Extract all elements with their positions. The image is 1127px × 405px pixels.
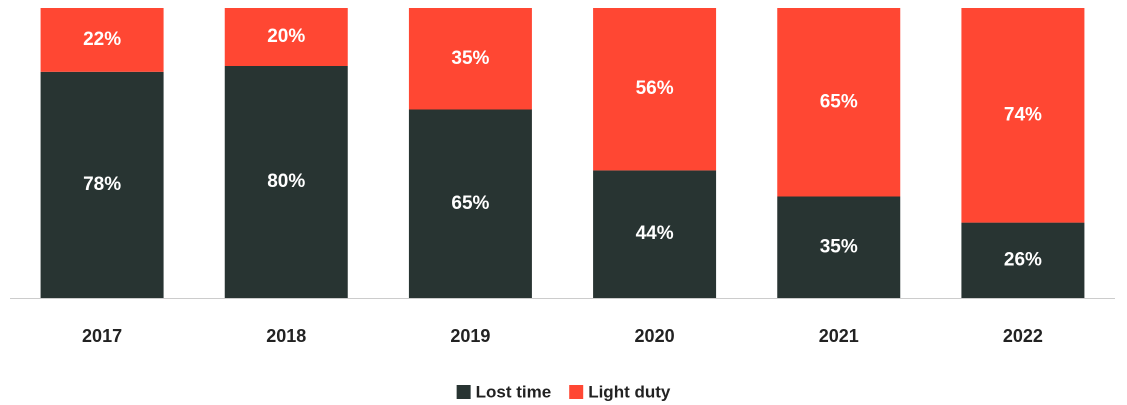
data-label: 65% [820, 91, 858, 112]
x-tick-label: 2021 [819, 326, 859, 346]
data-label: 80% [267, 171, 305, 192]
x-tick-label: 2019 [450, 326, 490, 346]
data-label: 22% [83, 29, 121, 50]
data-label: 78% [83, 174, 121, 195]
chart: 78% 22% 2017 80% 20% 2018 65% 35% 2019 44% 56% 2020… [0, 0, 1127, 405]
data-label: 65% [451, 193, 489, 214]
x-tick-label: 2022 [1003, 326, 1043, 346]
x-tick-label: 2018 [266, 326, 306, 346]
data-label: 35% [451, 48, 489, 69]
x-tick-label: 2020 [635, 326, 675, 346]
data-label: 20% [267, 26, 305, 47]
legend-swatch [457, 385, 471, 399]
legend-label: Light duty [588, 382, 671, 401]
data-label: 44% [636, 223, 674, 244]
x-tick-label: 2017 [82, 326, 122, 346]
legend-label: Lost time [476, 382, 552, 401]
data-label: 56% [636, 78, 674, 99]
data-label: 35% [820, 236, 858, 257]
data-label: 26% [1004, 249, 1042, 270]
legend-swatch [569, 385, 583, 399]
data-label: 74% [1004, 104, 1042, 125]
